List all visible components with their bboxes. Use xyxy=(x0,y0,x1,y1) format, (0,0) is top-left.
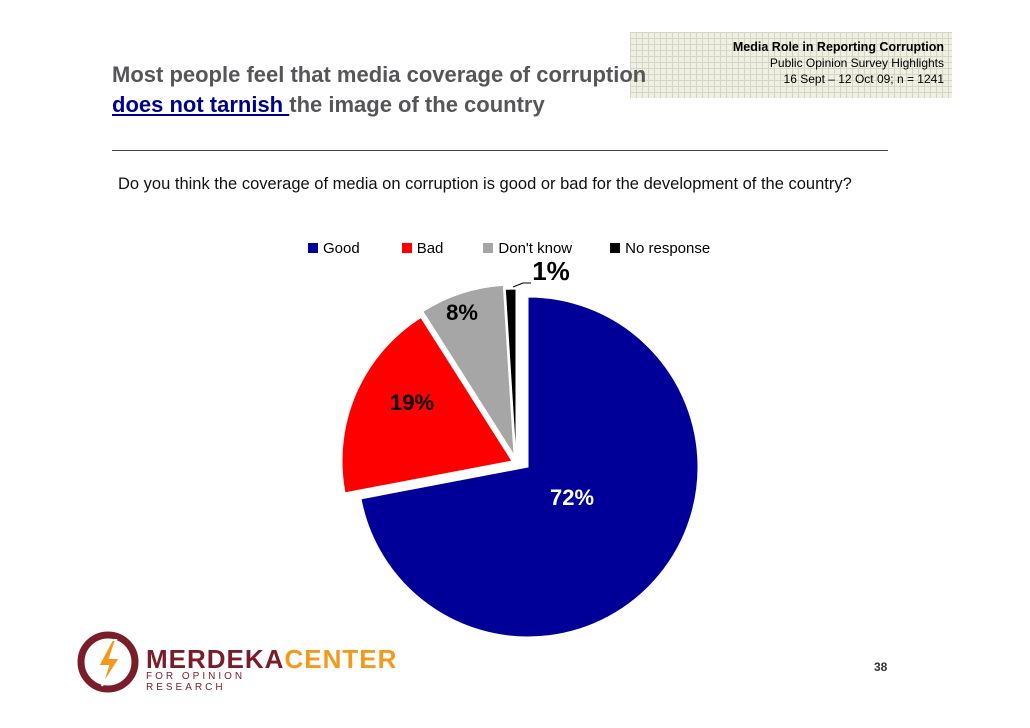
chart-legend: Good Bad Don't know No response xyxy=(308,237,710,259)
legend-item-2: Don't know xyxy=(483,237,572,259)
legend-label: Good xyxy=(323,239,360,257)
header-box: Media Role in Reporting Corruption Publi… xyxy=(630,32,952,98)
legend-label: Bad xyxy=(416,239,444,257)
survey-question: Do you think the coverage of media on co… xyxy=(118,175,852,193)
title-part-1: Most people feel that media coverage of … xyxy=(112,62,647,87)
legend-swatch xyxy=(483,243,494,253)
legend-label: No response xyxy=(625,239,711,257)
data-label-0: 72% xyxy=(550,485,594,510)
legend-label: Don't know xyxy=(498,239,573,257)
page-title: Most people feel that media coverage of … xyxy=(112,60,652,120)
legend-swatch xyxy=(308,243,318,253)
logo-text: MERDEKACENTER xyxy=(146,644,398,674)
pie-slice-2 xyxy=(422,284,515,456)
data-label-3: 1% xyxy=(532,256,570,286)
title-divider xyxy=(112,150,888,151)
pie-slice-3 xyxy=(504,288,517,460)
header-line-3: 16 Sept – 12 Oct 09; n = 1241 xyxy=(783,72,944,86)
leader-line xyxy=(512,282,531,288)
legend-swatch xyxy=(610,243,621,253)
legend-swatch xyxy=(401,243,412,253)
data-label-2: 8% xyxy=(446,300,478,325)
pie-slice-0 xyxy=(360,296,699,638)
legend-item-1: Bad xyxy=(401,237,444,259)
logo-mark-icon xyxy=(77,631,139,693)
page-number: 38 xyxy=(874,660,888,674)
merdeka-center-logo: MERDEKACENTER FOR OPINION RESEARCH xyxy=(76,630,396,694)
data-label-1: 19% xyxy=(390,390,434,415)
logo-subtext: FOR OPINION RESEARCH xyxy=(146,671,246,693)
header-line-2: Public Opinion Survey Highlights xyxy=(769,56,944,70)
pie-slice-1 xyxy=(341,316,513,494)
legend-item-0: Good xyxy=(308,237,360,259)
title-highlight: does not tarnish xyxy=(112,92,290,117)
header-line-1: Media Role in Reporting Corruption xyxy=(732,40,944,54)
legend-item-3: No response xyxy=(610,237,710,259)
title-part-2: the image of the country xyxy=(289,92,545,117)
